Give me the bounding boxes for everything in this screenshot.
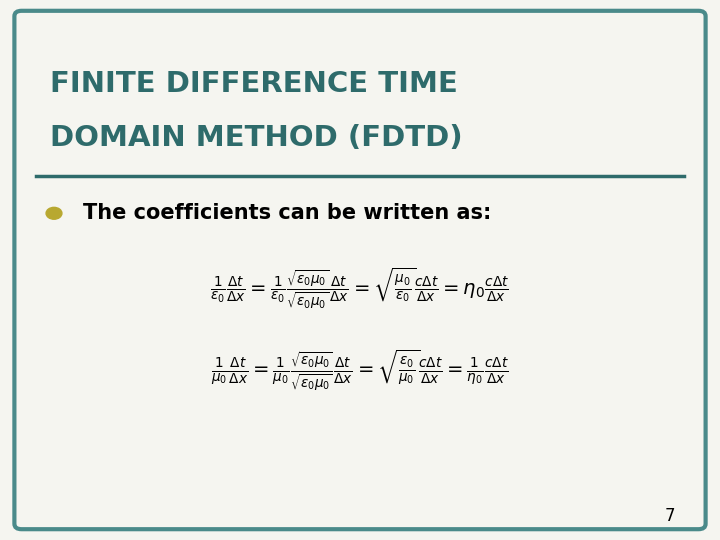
Text: $\frac{1}{\varepsilon_0}\frac{\Delta t}{\Delta x} = \frac{1}{\varepsilon_0}\frac: $\frac{1}{\varepsilon_0}\frac{\Delta t}{…: [210, 266, 510, 312]
FancyBboxPatch shape: [14, 11, 706, 529]
Text: FINITE DIFFERENCE TIME: FINITE DIFFERENCE TIME: [50, 70, 458, 98]
Text: $\frac{1}{\mu_0}\frac{\Delta t}{\Delta x} = \frac{1}{\mu_0}\frac{\sqrt{\varepsil: $\frac{1}{\mu_0}\frac{\Delta t}{\Delta x…: [211, 347, 509, 393]
Text: 7: 7: [665, 507, 675, 525]
Text: DOMAIN METHOD (FDTD): DOMAIN METHOD (FDTD): [50, 124, 463, 152]
Text: The coefficients can be written as:: The coefficients can be written as:: [83, 203, 491, 224]
Circle shape: [46, 207, 62, 219]
